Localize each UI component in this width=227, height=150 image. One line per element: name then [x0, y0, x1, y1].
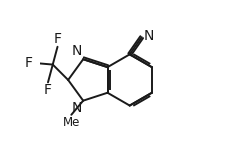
- Text: Me: Me: [62, 116, 80, 129]
- Text: N: N: [71, 102, 81, 116]
- Text: F: F: [53, 32, 61, 46]
- Text: N: N: [71, 44, 81, 58]
- Text: F: F: [44, 83, 52, 97]
- Text: F: F: [25, 56, 33, 70]
- Text: N: N: [143, 29, 153, 43]
